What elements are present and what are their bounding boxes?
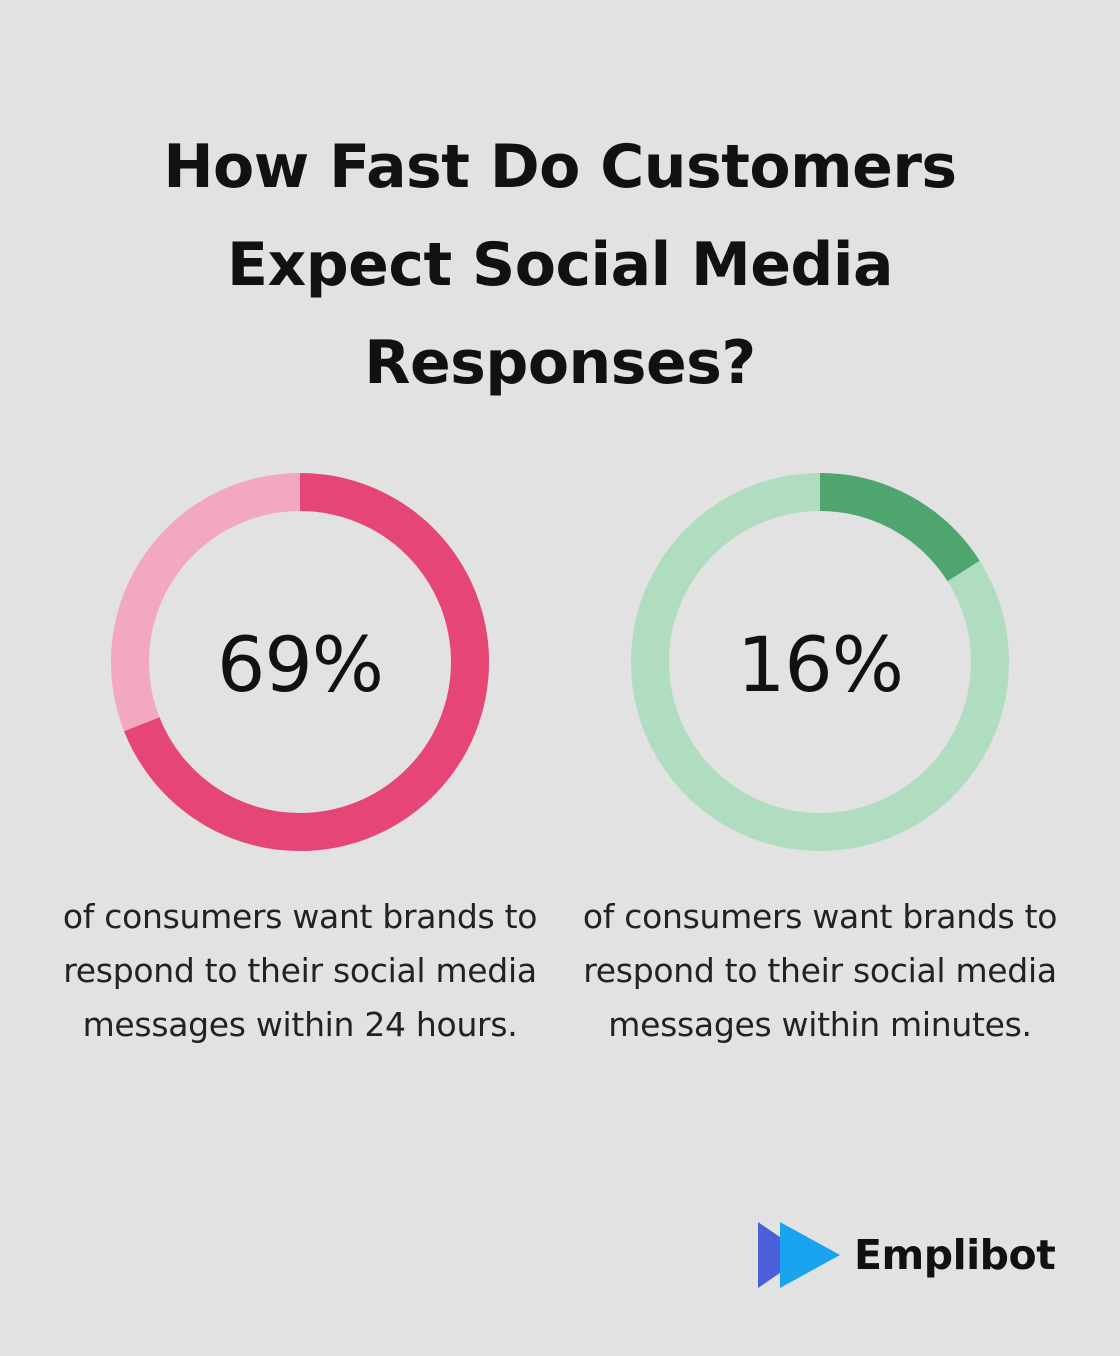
stat-card-minutes: 16% of consumers want brands to respond … [560, 470, 1080, 1052]
stat-card-24-hours: 69% of consumers want brands to respond … [40, 470, 560, 1052]
page-title: How Fast Do Customers Expect Social Medi… [163, 132, 957, 398]
donut-chart: 16% [628, 470, 1012, 854]
stat-description: of consumers want brands to respond to t… [62, 897, 538, 1044]
brand-logo: Emplibot [756, 1220, 1056, 1290]
donut-svg [111, 473, 489, 851]
stat-description: of consumers want brands to respond to t… [582, 897, 1058, 1044]
play-arrows-icon [758, 1222, 840, 1288]
brand-name: Emplibot [854, 1231, 1056, 1279]
donut-value-label: 69% [217, 619, 384, 709]
donut-chart: 69% [108, 470, 492, 854]
donut-svg [631, 473, 1009, 851]
donut-fill [631, 473, 1009, 851]
donut-fill [111, 473, 489, 851]
donut-value-label: 16% [737, 619, 904, 709]
